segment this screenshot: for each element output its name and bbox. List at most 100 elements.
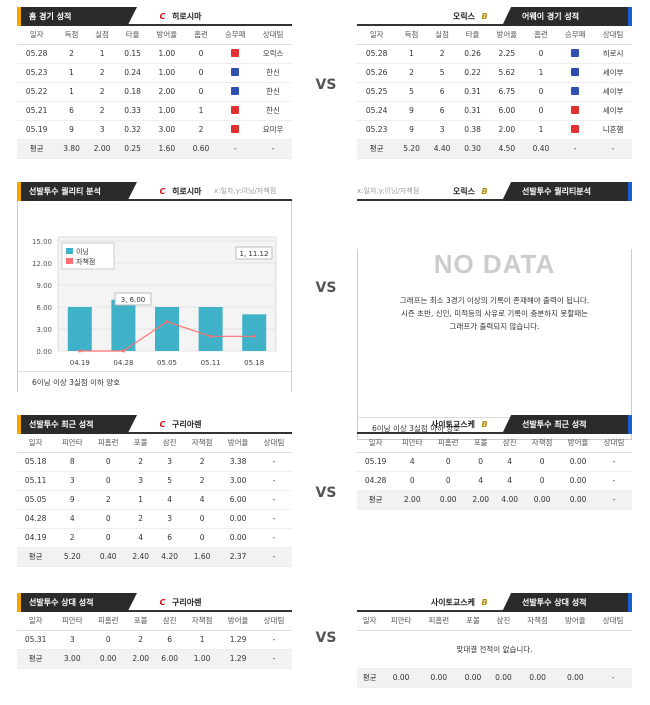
nodata-line-3: 그래프가 출력되지 않습니다.	[449, 322, 540, 331]
table-row: 05.18 8 0 2 3 2 3.38-	[17, 452, 292, 472]
table-cell: 요미우	[254, 120, 292, 140]
table-cell: 05.21	[17, 101, 57, 121]
legend-label: 자책점	[76, 257, 95, 266]
table-row: 05.21 6 2 0.33 1.00 1 한신	[17, 101, 292, 121]
column-header: 삼진	[155, 612, 185, 631]
panel-tab: 선발투수 상대 성적	[17, 593, 137, 612]
annotation-box	[235, 246, 273, 260]
bar	[155, 307, 179, 351]
team-label: 히로시마	[172, 187, 202, 196]
x-tick-label: 05.18	[244, 359, 264, 367]
table-cell: 0.31	[457, 82, 488, 102]
table-cell: 0.30	[457, 139, 488, 159]
table-cell: 2	[185, 120, 217, 140]
table-cell: 4	[495, 452, 525, 472]
table-cell: 2.00	[147, 82, 186, 102]
table-cell: 1.00	[147, 101, 186, 121]
table-cell: 2.25	[487, 44, 526, 64]
column-header: 피안타	[54, 612, 91, 631]
table-cell	[216, 120, 255, 140]
column-header: 포볼	[466, 434, 496, 453]
table-cell: 1	[396, 44, 427, 64]
average-row: 평균 2.00 0.00 2.00 4.00 0.00 0.00-	[357, 490, 632, 510]
panel-tab: 선발투수 최근 성적	[17, 415, 137, 434]
table-cell: 0	[185, 44, 217, 64]
column-header: 피홈런	[90, 612, 127, 631]
table-cell: 0	[90, 630, 127, 650]
table-row: 05.23 1 2 0.24 1.00 0 한신	[17, 63, 292, 83]
table-cell: 한신	[254, 63, 292, 83]
table-cell: 2	[126, 452, 156, 472]
table-cell: 세이부	[594, 82, 632, 102]
table-cell: 1.60	[147, 139, 186, 159]
table-cell: 3.38	[220, 452, 257, 472]
table-cell: 한신	[254, 101, 292, 121]
column-header: 상대팀	[256, 612, 292, 631]
table-cell: 3	[54, 630, 91, 650]
column-header: 상대팀	[256, 434, 292, 453]
table-cell: 0.18	[117, 82, 148, 102]
table-cell: -	[596, 471, 632, 491]
win-badge-icon	[231, 124, 240, 133]
column-header: 실점	[426, 26, 458, 45]
loss-badge-icon	[231, 86, 240, 95]
column-header: 승무패	[216, 26, 255, 45]
table-cell: 6	[155, 630, 185, 650]
team-name: 사이토교스케 B	[431, 593, 494, 612]
table-cell: -	[256, 547, 292, 567]
team-name: C 히로시마	[153, 182, 202, 201]
table-cell: 5	[155, 471, 185, 491]
table-cell: 0.22	[457, 63, 488, 83]
pitcher-vs-table: 일자 피안타 피홈런 포볼 삼진 자책점 방어율 상대팀 05.31 3 0 2 6 1 1.29- 평균 3…	[17, 612, 292, 669]
panel-header: 사이토교스케 B 선발투수 최근 성적	[357, 415, 632, 434]
team-name: C 히로시마	[153, 7, 202, 26]
loss-badge-icon	[571, 48, 580, 57]
column-header: 피홈런	[419, 612, 458, 631]
table-cell: 9	[56, 120, 87, 140]
y-tick-label: 0.00	[36, 348, 52, 356]
buffaloes-logo-icon: B	[481, 420, 488, 429]
team-name: 오릭스 B	[453, 182, 494, 201]
table-cell: -	[594, 668, 632, 688]
column-header: 득점	[56, 26, 87, 45]
table-cell: 오릭스	[254, 44, 292, 64]
table-cell: 평균	[17, 547, 55, 567]
nodata-line-1: 그래프는 최소 3경기 이상의 기록이 존재해야 출력이 됩니다.	[399, 296, 590, 305]
table-cell: 3.80	[56, 139, 87, 159]
panel-header: x:일자,y:이닝/자책점 오릭스 B 선발투수 퀄리티분석	[357, 182, 632, 201]
table-cell: -	[256, 528, 292, 548]
table-cell: 0.24	[117, 63, 148, 83]
table-cell: 2	[90, 490, 127, 510]
table-cell: 1.00	[147, 44, 186, 64]
table-cell: 4	[54, 509, 91, 529]
table-cell: 3	[86, 120, 118, 140]
table-cell: 세이부	[594, 101, 632, 121]
table-cell: 4.20	[155, 547, 185, 567]
table-row: 05.22 1 2 0.18 2.00 0 한신	[17, 82, 292, 102]
table-cell: 0	[184, 528, 221, 548]
bar	[242, 314, 267, 351]
column-header: 일자	[357, 26, 397, 45]
table-cell: 2.40	[126, 547, 156, 567]
panel-header: 홈 경기 성적 C 히로시마	[17, 7, 292, 26]
column-header: 상대팀	[596, 434, 632, 453]
quality-analysis-panel: 선발투수 퀄리티 분석 C 히로시마 x:일자,y:이닝/자책점 0.00 3.00…	[17, 182, 292, 393]
table-cell: -	[556, 139, 595, 159]
y-tick-label: 15.00	[32, 238, 52, 246]
loss-badge-icon	[571, 86, 580, 95]
column-header: 실점	[86, 26, 118, 45]
table-cell: 4.00	[495, 490, 525, 510]
table-cell: 3.00	[54, 649, 91, 669]
annotation-box	[114, 292, 152, 306]
table-cell: 0	[185, 63, 217, 83]
table-cell	[216, 101, 255, 121]
table-row: 05.05 9 2 1 4 4 6.00-	[17, 490, 292, 510]
table-cell: 4	[184, 490, 221, 510]
column-header: 홈런	[185, 26, 217, 45]
table-cell	[556, 120, 595, 140]
chart-note: 6이닝 이상 3실점 이하 양호	[18, 371, 291, 393]
legend-swatch-line	[66, 258, 73, 264]
y-tick-label: 9.00	[36, 282, 52, 290]
table-cell: 5	[426, 63, 458, 83]
table-cell: 6.00	[220, 490, 257, 510]
